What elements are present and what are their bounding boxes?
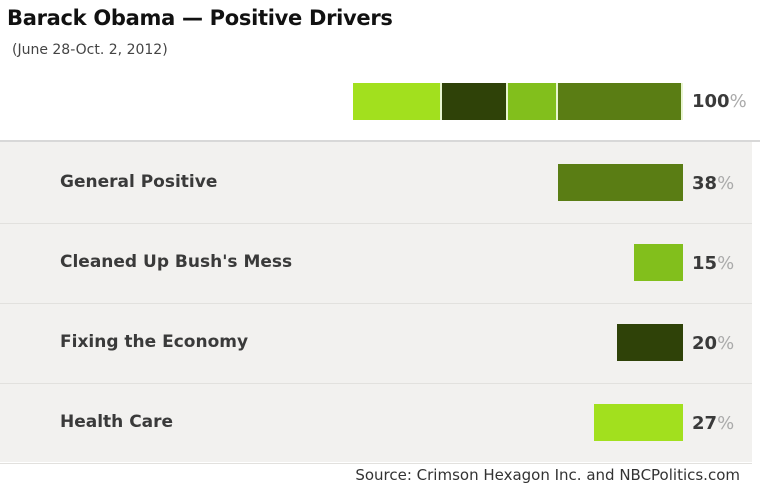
row-label: General Positive (60, 172, 218, 192)
stacked-segment-general-positive (557, 83, 683, 120)
chart-title: Barack Obama — Positive Drivers (7, 6, 393, 30)
row-value-label: 15% (692, 253, 735, 274)
total-value-label: 100% (692, 91, 747, 112)
divider (0, 140, 760, 142)
driver-row: General Positive 38% (0, 142, 752, 224)
row-label: Fixing the Economy (60, 332, 249, 352)
driver-rows: General Positive 38% Cleaned Up Bush's Mes… (0, 142, 752, 464)
row-bar (617, 324, 683, 361)
row-bar (593, 404, 683, 441)
row-label: Cleaned Up Bush's Mess (60, 252, 293, 272)
driver-row: Fixing the Economy 20% (0, 302, 752, 384)
driver-row: Health Care 27% (0, 382, 752, 464)
row-label: Health Care (60, 412, 174, 432)
chart-subtitle: (June 28-Oct. 2, 2012) (12, 42, 168, 58)
stacked-segment-health-care (353, 83, 443, 120)
row-value-label: 38% (692, 173, 735, 194)
source-note: Source: Crimson Hexagon Inc. and NBCPoli… (355, 466, 740, 484)
stacked-segment-cleaned-up-bush-s-mess (508, 83, 558, 120)
row-bar (557, 164, 683, 201)
stacked-segment-fixing-the-economy (442, 83, 509, 120)
driver-row: Cleaned Up Bush's Mess 15% (0, 222, 752, 304)
total-stacked-bar-row: 100% (0, 83, 760, 121)
row-value-label: 27% (692, 413, 735, 434)
row-value-label: 20% (692, 333, 735, 354)
row-bar (633, 244, 683, 281)
